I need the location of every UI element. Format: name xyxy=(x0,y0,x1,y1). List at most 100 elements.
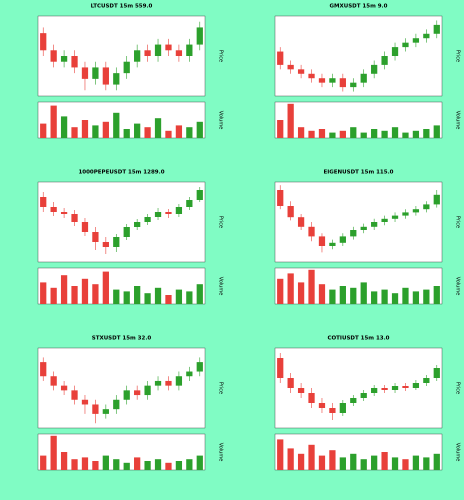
candle-body xyxy=(60,212,68,214)
y2-axis-label: Volume xyxy=(455,111,461,130)
volume-bar xyxy=(391,457,399,470)
candle-body xyxy=(350,82,357,88)
volume-bar xyxy=(196,284,203,304)
volume-bar xyxy=(402,287,409,304)
candle-body xyxy=(318,403,326,408)
y2-axis-label: Volume xyxy=(218,277,224,296)
candle-body xyxy=(412,383,420,388)
candle-body xyxy=(423,204,430,210)
volume-bar xyxy=(277,120,284,138)
candle-body xyxy=(371,222,378,227)
volume-bar xyxy=(371,129,378,138)
candle-body xyxy=(196,190,203,200)
candle-body xyxy=(165,44,172,51)
candle-body xyxy=(71,56,78,68)
volume-bar xyxy=(134,123,141,138)
candle-body xyxy=(433,24,440,34)
volume-bar xyxy=(92,284,99,304)
volume-bar xyxy=(308,444,315,470)
candle-body xyxy=(391,386,399,390)
y2-axis-label: Volume xyxy=(455,443,461,462)
volume-bar xyxy=(113,112,120,138)
candle-body xyxy=(360,226,367,230)
candle-body xyxy=(360,393,367,398)
candle-body xyxy=(277,358,284,378)
candle-body xyxy=(402,42,409,48)
volume-bar xyxy=(318,284,326,304)
candle-body xyxy=(144,217,151,222)
candle-body xyxy=(102,242,109,247)
volume-bar xyxy=(144,461,151,470)
candle-body xyxy=(92,404,99,414)
price-panel xyxy=(274,15,443,97)
candle-body xyxy=(287,378,294,388)
volume-bar xyxy=(186,291,193,304)
volume-bar xyxy=(339,130,346,138)
candle-body xyxy=(308,226,315,237)
volume-bar xyxy=(71,286,78,304)
volume-bar xyxy=(92,461,99,470)
candle-body xyxy=(134,50,141,62)
y2-axis-label: Volume xyxy=(218,443,224,462)
volume-bar xyxy=(381,452,388,470)
volume-bar xyxy=(196,121,203,138)
volume-bar xyxy=(102,121,109,138)
volume-bar xyxy=(423,289,430,304)
volume-bar xyxy=(297,127,305,138)
candle-body xyxy=(154,212,162,217)
volume-bar xyxy=(360,132,367,138)
candle-body xyxy=(391,47,399,56)
volume-bar xyxy=(123,291,130,304)
candle-body xyxy=(165,212,172,214)
candle-body xyxy=(81,222,89,232)
candle-body xyxy=(50,376,57,386)
candle-body xyxy=(391,215,399,219)
candle-body xyxy=(277,51,284,65)
volume-bar xyxy=(144,127,151,138)
y-axis-label: Price xyxy=(218,50,224,62)
y-axis-label: Price xyxy=(455,382,461,394)
candle-body xyxy=(308,393,315,403)
chart-title: LTCUSDT 15m 559.0 xyxy=(91,4,153,10)
volume-bar xyxy=(339,286,346,304)
volume-bar xyxy=(350,453,357,470)
volume-bar xyxy=(381,130,388,138)
y-axis-label: Price xyxy=(218,382,224,394)
candle-body xyxy=(412,209,420,213)
volume-bar xyxy=(339,457,346,470)
candle-body xyxy=(287,206,294,218)
volume-bar xyxy=(123,462,130,470)
candle-body xyxy=(196,362,203,372)
candle-body xyxy=(360,73,367,83)
candle-body xyxy=(71,214,78,222)
volume-bar xyxy=(318,455,326,470)
candle-body xyxy=(40,33,47,51)
candle-body xyxy=(423,378,430,383)
candle-body xyxy=(381,56,388,65)
volume-bar xyxy=(308,269,315,304)
candle-body xyxy=(329,242,336,246)
candle-body xyxy=(92,67,99,79)
y2-axis-label: Volume xyxy=(455,277,461,296)
volume-bar xyxy=(60,116,68,138)
candle-body xyxy=(102,409,109,414)
volume-bar xyxy=(308,130,315,138)
candle-body xyxy=(144,50,151,56)
volume-bar xyxy=(102,455,109,470)
candle-body xyxy=(329,408,336,413)
candle-body xyxy=(381,218,388,222)
volume-bar xyxy=(71,127,78,138)
volume-bar xyxy=(134,457,141,470)
candle-body xyxy=(339,78,346,88)
volume-bar xyxy=(412,130,420,138)
candle-body xyxy=(134,390,141,396)
candle-body xyxy=(423,33,430,39)
volume-bar xyxy=(186,459,193,470)
candle-body xyxy=(287,64,294,70)
candle-body xyxy=(381,388,388,390)
price-panel xyxy=(37,181,206,263)
candle-body xyxy=(102,67,109,85)
candle-body xyxy=(186,44,193,56)
candle-body xyxy=(60,385,68,391)
